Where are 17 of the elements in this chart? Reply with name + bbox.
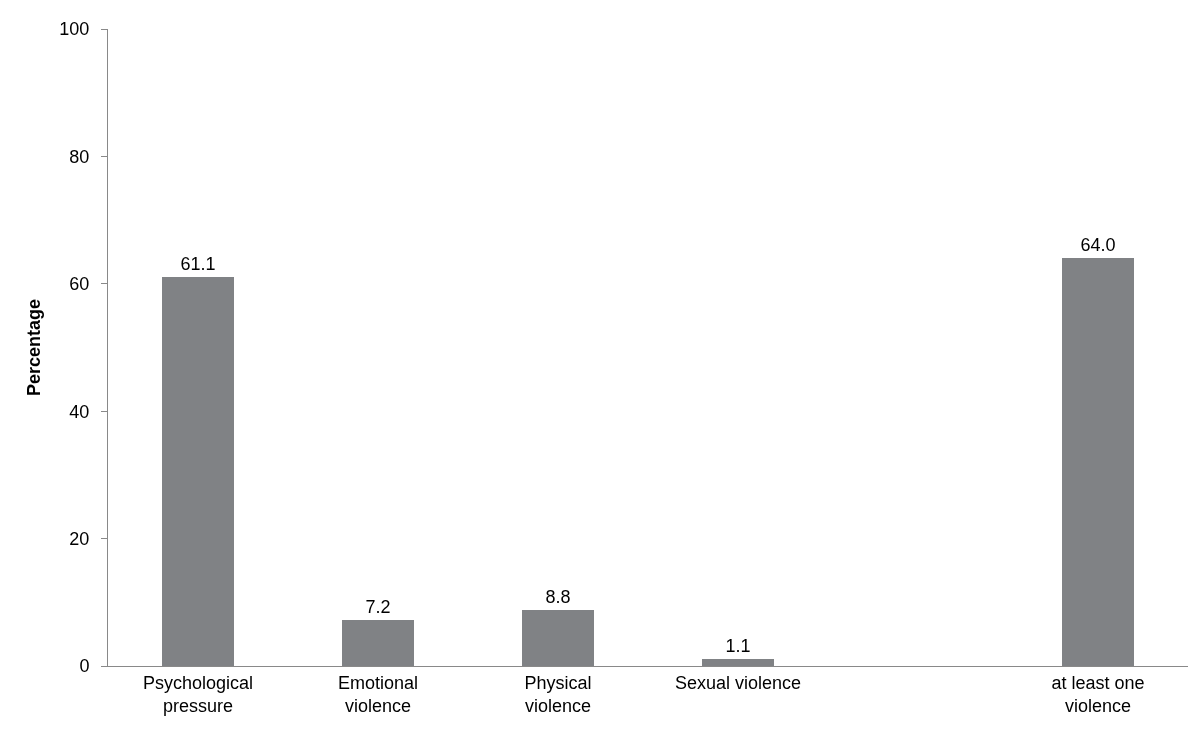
x-tick-label: Physical violence bbox=[524, 672, 592, 716]
x-tick-label: Psychological pressure bbox=[142, 672, 254, 716]
data-label: 8.8 bbox=[545, 586, 571, 607]
data-label: 1.1 bbox=[725, 635, 751, 656]
y-tick-label: 0 bbox=[79, 656, 90, 677]
data-label: 61.1 bbox=[180, 253, 216, 274]
data-label: 7.2 bbox=[365, 597, 391, 618]
y-tick-label: 40 bbox=[69, 401, 90, 422]
y-tick-label: 100 bbox=[59, 19, 90, 40]
data-label: 64.0 bbox=[1080, 235, 1116, 256]
y-axis-title: Percentage bbox=[23, 298, 44, 397]
y-tick-label: 60 bbox=[69, 274, 90, 295]
x-tick-label: Sexual violence bbox=[674, 672, 802, 693]
y-tick-label: 80 bbox=[69, 146, 90, 167]
x-tick-label: Emotional violence bbox=[337, 672, 419, 716]
x-tick-label: at least one violence bbox=[1051, 672, 1145, 716]
y-tick-label: 20 bbox=[69, 528, 90, 549]
